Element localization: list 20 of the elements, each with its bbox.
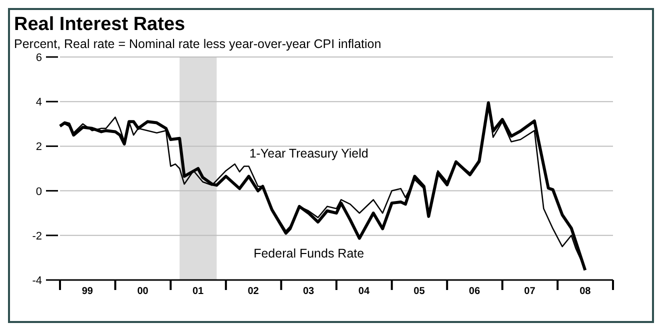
y-tick-label: 6	[36, 52, 42, 64]
y-tick-label: -2	[32, 230, 42, 242]
x-tick-label: 06	[468, 286, 480, 297]
x-tick-label: 01	[192, 286, 204, 297]
y-tick-label: 2	[36, 141, 42, 154]
x-tick-label: 04	[358, 286, 370, 297]
x-tick-label: 08	[580, 286, 592, 297]
series-label: Federal Funds Rate	[254, 246, 364, 261]
x-tick-label: 03	[303, 286, 315, 297]
x-tick-label: 05	[414, 286, 426, 297]
chart-title: Real Interest Rates	[14, 14, 186, 35]
x-tick-label: 02	[248, 286, 260, 297]
y-tick-label: 0	[36, 186, 42, 198]
x-tick-label: 07	[524, 286, 536, 297]
y-tick-label: -4	[32, 275, 42, 287]
x-tick-label: 00	[137, 286, 149, 297]
chart-subtitle: Percent, Real rate = Nominal rate less year-over-year CPI inflation	[14, 37, 382, 51]
x-tick-label: 99	[82, 286, 94, 297]
series-label: 1-Year Treasury Yield	[249, 146, 368, 160]
y-tick-label: 4	[36, 96, 42, 109]
